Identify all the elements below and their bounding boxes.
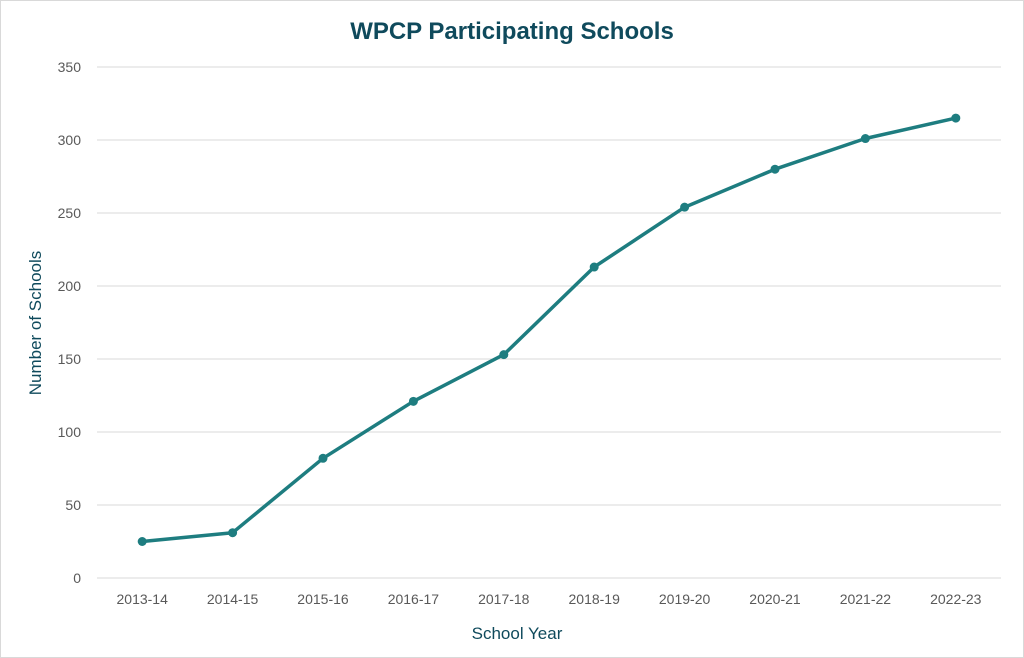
- y-tick-label: 200: [58, 278, 82, 294]
- data-point-2018-19: [589, 262, 599, 272]
- x-axis-title: School Year: [472, 624, 563, 643]
- y-tick-label: 100: [58, 424, 82, 440]
- y-tick-label: 350: [58, 59, 82, 75]
- data-point-2021-22: [860, 134, 870, 144]
- y-tick-label: 0: [73, 570, 81, 586]
- x-tick-label: 2013-14: [117, 591, 169, 607]
- gridlines: [97, 66, 1001, 579]
- x-tick-label: 2017-18: [478, 591, 530, 607]
- data-point-2014-15: [228, 528, 238, 538]
- x-tick-label: 2021-22: [840, 591, 892, 607]
- data-point-2019-20: [680, 202, 690, 212]
- chart-title: WPCP Participating Schools: [350, 18, 674, 45]
- y-tick-label: 50: [65, 497, 81, 513]
- x-tick-label: 2022-23: [930, 591, 982, 607]
- data-point-2022-23: [951, 113, 961, 123]
- y-tick-label: 150: [58, 351, 82, 367]
- x-tick-label: 2014-15: [207, 591, 259, 607]
- y-tick-label: 300: [58, 132, 82, 148]
- data-point-2020-21: [770, 164, 780, 174]
- series-line: [140, 116, 958, 544]
- data-point-2013-14: [137, 537, 147, 546]
- x-tick-label: 2016-17: [388, 591, 440, 607]
- y-axis-title: Number of Schools: [26, 251, 45, 396]
- data-point-2015-16: [318, 453, 328, 463]
- data-point-2017-18: [499, 350, 509, 360]
- x-tick-label: 2019-20: [659, 591, 711, 607]
- data-point-2016-17: [408, 396, 418, 406]
- y-tick-label: 250: [58, 205, 82, 221]
- x-tick-labels: 2013-14 2014-15 2015-16 2016-17 2017-18 2018-…: [117, 591, 982, 607]
- x-tick-label: 2018-19: [569, 591, 621, 607]
- y-tick-labels: 0 50 100 150 200 250 300 350: [58, 59, 82, 586]
- x-tick-label: 2020-21: [749, 591, 801, 607]
- data-points: [137, 113, 961, 546]
- x-tick-label: 2015-16: [297, 591, 349, 607]
